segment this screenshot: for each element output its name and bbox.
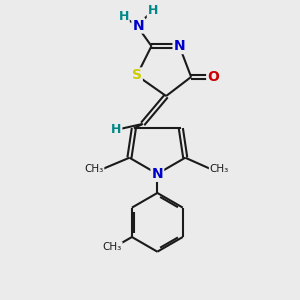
Text: O: O	[207, 70, 219, 84]
Text: H: H	[148, 4, 158, 17]
Text: CH₃: CH₃	[103, 242, 122, 252]
Text: N: N	[132, 19, 144, 32]
Text: H: H	[118, 10, 129, 23]
Text: CH₃: CH₃	[209, 164, 229, 175]
Text: N: N	[174, 39, 185, 53]
Text: H: H	[111, 123, 122, 136]
Text: CH₃: CH₃	[85, 164, 104, 175]
Text: S: S	[132, 68, 142, 83]
Text: N: N	[152, 167, 163, 181]
